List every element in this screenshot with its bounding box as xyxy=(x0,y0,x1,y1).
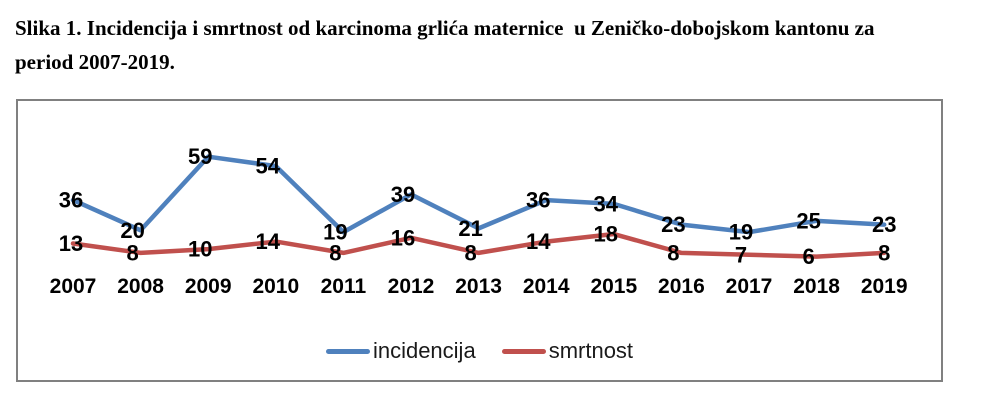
data-label-smrtnost: 13 xyxy=(59,231,83,256)
data-label-incidencija: 20 xyxy=(120,218,144,243)
chart-legend: incidencija smrtnost xyxy=(18,340,941,362)
data-label-incidencija: 19 xyxy=(323,220,347,245)
data-label-incidencija: 36 xyxy=(59,188,83,213)
data-label-incidencija: 21 xyxy=(458,216,482,241)
legend-label-incidencija: incidencija xyxy=(372,338,476,363)
year-label: 2015 xyxy=(590,275,637,298)
data-label-incidencija: 36 xyxy=(526,188,550,213)
data-label-smrtnost: 14 xyxy=(526,229,551,254)
year-label: 2012 xyxy=(388,275,435,298)
data-label-incidencija: 34 xyxy=(594,191,619,216)
data-label-incidencija: 23 xyxy=(661,212,685,237)
data-label-smrtnost: 6 xyxy=(802,244,814,269)
data-label-smrtnost: 16 xyxy=(391,225,415,250)
figure-caption-line-1: Slika 1. Incidencija i smrtnost od karci… xyxy=(15,16,875,40)
year-label: 2019 xyxy=(861,275,908,298)
data-label-incidencija: 23 xyxy=(872,212,896,237)
data-label-smrtnost: 7 xyxy=(735,242,747,267)
data-label-smrtnost: 8 xyxy=(126,240,138,265)
data-label-incidencija: 59 xyxy=(188,144,212,169)
data-label-smrtnost: 8 xyxy=(464,240,476,265)
data-label-incidencija: 39 xyxy=(391,182,415,207)
year-label: 2018 xyxy=(793,275,840,298)
data-label-incidencija: 19 xyxy=(729,220,753,245)
year-label: 2013 xyxy=(455,275,502,298)
year-label: 2014 xyxy=(523,275,570,298)
series-line-incidencija xyxy=(70,154,887,235)
data-label-smrtnost: 10 xyxy=(188,237,212,262)
chart-svg: 36 20 59 54 19 39 21 36 34 23 19 25 23 13 8 10 14 8 16 8 14 1… xyxy=(50,144,908,298)
year-label: 2007 xyxy=(50,275,97,298)
data-label-smrtnost: 18 xyxy=(594,222,618,247)
year-label: 2017 xyxy=(726,275,773,298)
year-label: 2016 xyxy=(658,275,705,298)
year-label: 2011 xyxy=(321,275,367,298)
year-label: 2008 xyxy=(117,275,164,298)
legend-item-smrtnost: smrtnost xyxy=(501,338,634,363)
data-label-incidencija: 25 xyxy=(796,208,820,233)
figure-caption: Slika 1. Incidencija i smrtnost od karci… xyxy=(15,11,990,79)
year-label: 2009 xyxy=(185,275,232,298)
data-label-smrtnost: 14 xyxy=(256,229,281,254)
series-line-smrtnost xyxy=(70,231,887,259)
figure-caption-line-2: period 2007-2019. xyxy=(15,50,175,74)
legend-label-smrtnost: smrtnost xyxy=(548,338,634,363)
data-label-incidencija: 54 xyxy=(256,154,281,179)
legend-item-incidencija: incidencija xyxy=(325,338,476,363)
data-label-smrtnost: 8 xyxy=(667,240,679,265)
data-label-smrtnost: 8 xyxy=(878,240,890,265)
smrtnost-line-swatch-icon xyxy=(501,348,546,354)
incidencija-line-swatch-icon xyxy=(325,348,370,354)
chart-area: 36 20 59 54 19 39 21 36 34 23 19 25 23 13 8 10 14 8 16 8 14 1… xyxy=(16,99,943,382)
year-label: 2010 xyxy=(252,275,299,298)
data-label-smrtnost: 8 xyxy=(329,240,341,265)
